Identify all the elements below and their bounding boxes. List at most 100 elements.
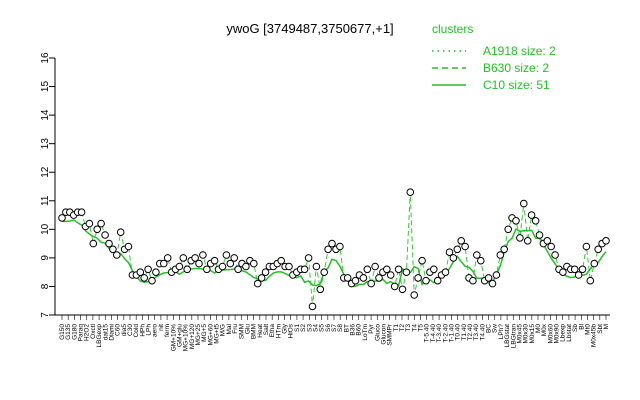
data-point-23 xyxy=(148,276,156,285)
legend: clusters A1918 size: 2 B630 size: 2 C10 … xyxy=(432,22,556,92)
data-point-79 xyxy=(367,279,376,288)
x-tick-label-0: G150 xyxy=(59,324,66,340)
y-tick-label-7: 14 xyxy=(40,109,51,121)
chart-title: ywoG [3749487,3750677,+1] xyxy=(226,21,393,36)
data-point-77 xyxy=(359,274,368,282)
data-point-75 xyxy=(351,276,360,285)
legend-label-a1918: A1918 size: 2 xyxy=(483,44,556,58)
data-point-52 xyxy=(261,268,270,277)
data-point-49 xyxy=(250,259,258,268)
x-tick-label-9: C60 xyxy=(115,324,122,336)
x-tick-label-84: Bl xyxy=(578,323,585,329)
data-point-64 xyxy=(308,302,317,311)
x-tick-label-67: T3.40 xyxy=(473,324,480,341)
data-point-30 xyxy=(175,262,184,271)
x-tick-label-76: M0x15 xyxy=(529,324,536,344)
x-tick-label-28: Fru xyxy=(232,324,239,334)
x-tick-label-17: ferm xyxy=(164,324,171,337)
x-tick-label-15: aero xyxy=(152,324,159,337)
data-point-135 xyxy=(586,276,595,285)
data-point-83 xyxy=(383,265,391,274)
x-tick-label-26: M/G xyxy=(220,324,227,336)
x-tick-label-36: Gly xyxy=(282,323,289,334)
data-points xyxy=(58,188,610,311)
data-point-51 xyxy=(257,274,266,282)
x-tick-label-18: GM+10% xyxy=(170,324,177,351)
y-tick-label-6: 13 xyxy=(40,138,51,150)
data-point-95 xyxy=(430,265,438,274)
data-point-90 xyxy=(410,291,419,299)
x-tick-label-86: M0x45b xyxy=(591,324,598,348)
data-point-24 xyxy=(152,268,160,277)
data-point-10 xyxy=(97,219,105,228)
data-point-102 xyxy=(457,237,466,245)
data-point-80 xyxy=(371,262,379,271)
data-point-34 xyxy=(191,254,199,262)
data-point-105 xyxy=(469,276,477,285)
data-point-81 xyxy=(375,274,383,282)
x-tick-label-57: T4 xyxy=(411,324,418,332)
x-tick-label-77: M0 xyxy=(535,324,542,333)
y-axis-ticks: 7 8 9 10 11 12 13 14 15 16 xyxy=(40,52,55,318)
data-point-17 xyxy=(124,242,133,251)
x-tick-label-24: MG+60 xyxy=(207,324,214,346)
x-tick-label-10: dia5 xyxy=(121,324,128,337)
x-tick-label-87: Sbt xyxy=(597,324,604,334)
x-tick-label-62: T-2.40 xyxy=(442,324,449,343)
x-tick-label-54: T1 xyxy=(393,324,400,332)
data-point-112 xyxy=(496,251,505,259)
data-point-119 xyxy=(523,237,532,245)
x-tick-label-59: T-5.40 xyxy=(424,324,431,343)
data-point-0 xyxy=(58,214,66,222)
x-tick-label-16: nit xyxy=(158,324,165,331)
data-point-39 xyxy=(210,256,219,265)
x-tick-label-58: T5 xyxy=(418,324,425,332)
data-point-87 xyxy=(398,285,407,294)
y-tick-label-1: 8 xyxy=(40,283,51,289)
data-point-37 xyxy=(203,265,211,274)
y-tick-label-3: 10 xyxy=(40,223,51,235)
data-point-21 xyxy=(140,274,148,282)
data-point-71 xyxy=(336,242,344,251)
data-point-113 xyxy=(500,245,509,254)
data-point-43 xyxy=(226,259,235,268)
legend-item-b630: B630 size: 2 xyxy=(432,61,549,75)
x-tick-label-81: Lbexp xyxy=(560,324,567,342)
x-tick-label-23: MG+5 xyxy=(201,324,208,342)
data-point-50 xyxy=(253,279,262,288)
x-tick-label-71: LPh? xyxy=(498,324,505,340)
data-point-65 xyxy=(312,262,321,271)
y-tick-label-9: 16 xyxy=(40,52,51,64)
x-tick-label-38: S1 xyxy=(294,324,301,332)
data-point-136 xyxy=(590,259,599,268)
x-tick-label-82: Lbstat xyxy=(566,324,573,342)
data-point-45 xyxy=(234,265,242,274)
data-point-89 xyxy=(406,188,415,196)
x-tick-label-32: Heat xyxy=(257,324,264,338)
y-tick-label-8: 15 xyxy=(40,81,51,93)
x-tick-label-37: HiOs xyxy=(288,323,295,338)
data-point-58 xyxy=(285,262,293,271)
y-tick-label-5: 12 xyxy=(40,166,51,178)
data-point-11 xyxy=(101,231,109,239)
x-tick-label-78: M0x xyxy=(541,323,548,336)
data-point-100 xyxy=(449,254,458,262)
x-tick-label-43: S6 xyxy=(325,324,332,332)
x-tick-label-75: M0x30 xyxy=(523,324,530,344)
data-point-110 xyxy=(488,279,497,288)
x-tick-label-19: GM+glu xyxy=(176,324,183,347)
x-tick-label-39: S2 xyxy=(300,324,307,332)
x-tick-label-51: Gluco xyxy=(374,324,381,341)
x-tick-label-8: Diami xyxy=(108,324,115,341)
x-tick-label-20: MG+10% xyxy=(183,324,190,351)
data-point-96 xyxy=(433,276,442,285)
x-tick-label-31: BMM xyxy=(251,324,258,339)
data-point-22 xyxy=(144,265,152,274)
data-point-134 xyxy=(582,242,591,251)
data-point-27 xyxy=(163,254,172,262)
data-point-131 xyxy=(570,265,579,274)
data-point-84 xyxy=(386,271,395,279)
x-tick-label-49: LoTm xyxy=(362,324,369,341)
data-point-69 xyxy=(328,239,336,248)
